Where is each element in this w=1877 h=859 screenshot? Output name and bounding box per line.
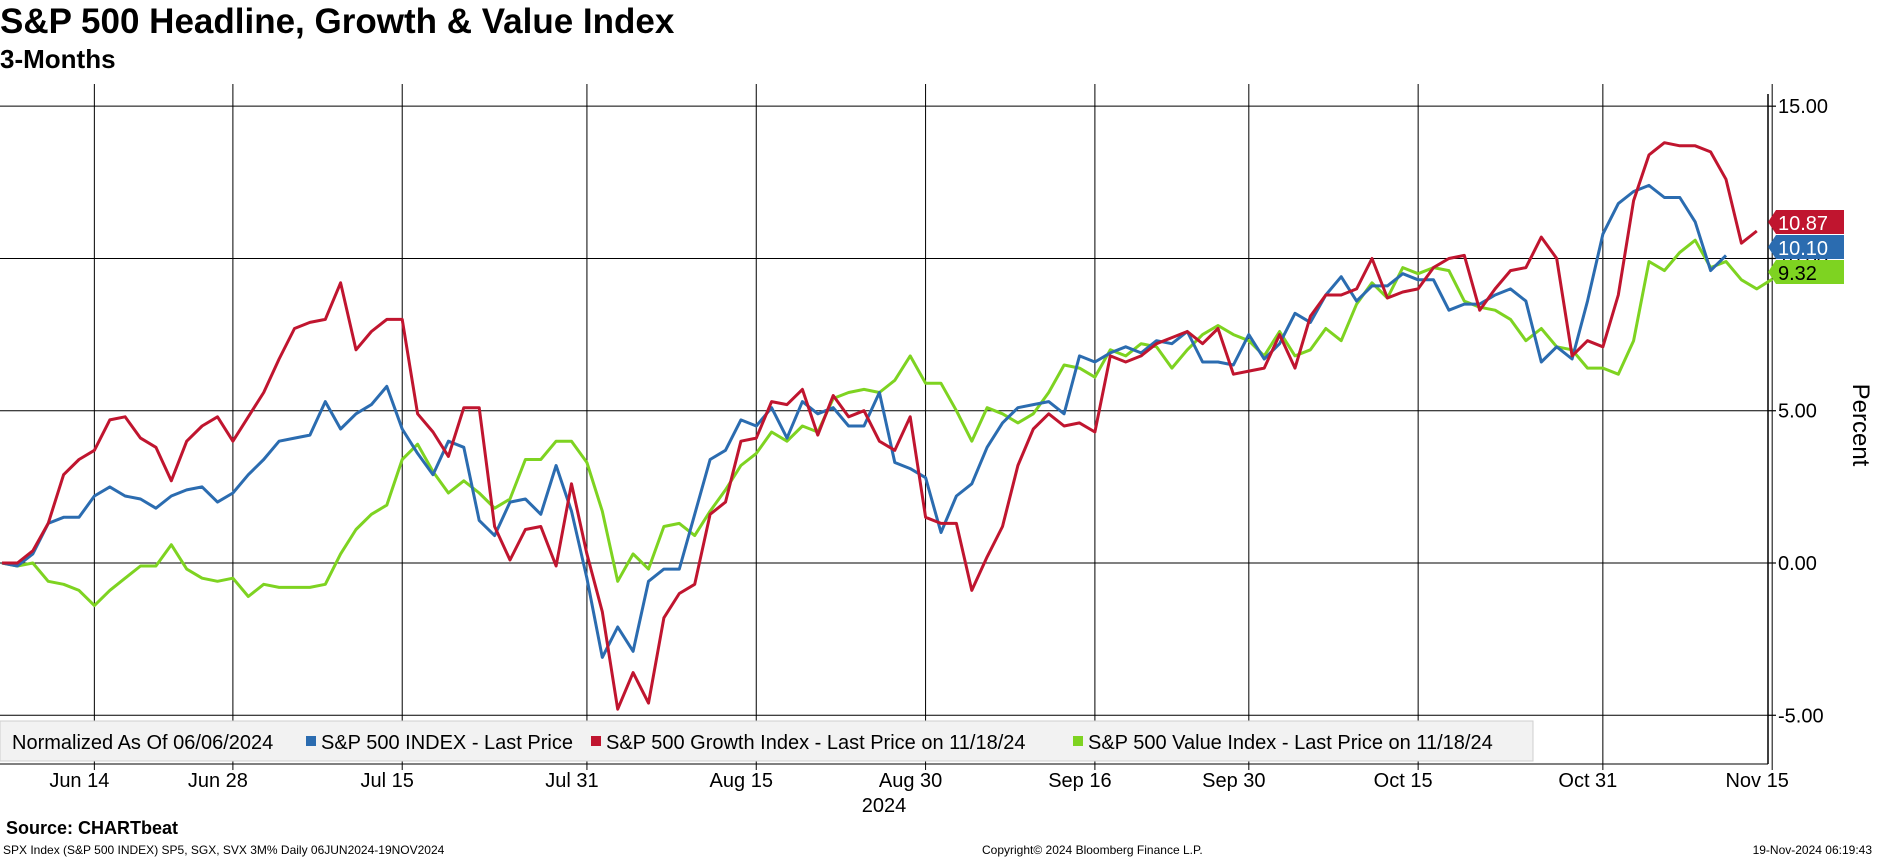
last-value-badge — [1768, 235, 1844, 259]
x-tick-label: Sep 30 — [1202, 770, 1265, 792]
x-axis-year-label: 2024 — [862, 795, 907, 817]
x-tick-label: Jun 14 — [49, 770, 109, 792]
legend-swatch — [591, 736, 601, 746]
y-axis-label: Percent — [1847, 384, 1874, 467]
x-tick-label: Nov 15 — [1725, 770, 1788, 792]
last-value-label: 9.32 — [1778, 263, 1817, 285]
legend-item: S&P 500 Value Index - Last Price on 11/1… — [1088, 732, 1493, 754]
last-value-label: 10.87 — [1778, 213, 1828, 235]
y-tick-label: -5.00 — [1778, 705, 1824, 727]
last-value-badge — [1768, 260, 1844, 284]
legend-box — [0, 720, 1534, 762]
series-info: SPX Index (S&P 500 INDEX) SP5, SGX, SVX … — [3, 843, 445, 857]
legend-prefix: Normalized As Of 06/06/2024 — [12, 732, 273, 754]
legend-swatch — [306, 736, 316, 746]
y-tick-label: 5.00 — [1778, 401, 1817, 423]
x-tick-label: Sep 16 — [1048, 770, 1111, 792]
x-tick-label: Aug 30 — [879, 770, 942, 792]
x-tick-label: Oct 31 — [1558, 770, 1617, 792]
last-value-label: 10.10 — [1778, 238, 1828, 260]
series-lines — [1, 141, 1773, 711]
x-tick-label: Aug 15 — [710, 770, 773, 792]
last-value-labels: 10.10 10.87 9.32 — [1768, 210, 1844, 285]
legend-item: S&P 500 Growth Index - Last Price on 11/… — [606, 732, 1026, 754]
x-tick-label: Jul 15 — [361, 770, 414, 792]
legend-swatch — [1073, 736, 1083, 746]
source-note: Source: CHARTbeat — [6, 818, 179, 838]
legend: Normalized As Of 06/06/2024 S&P 500 INDEX… — [0, 720, 1534, 762]
chart-subtitle: 3-Months — [0, 44, 116, 74]
x-tick-label: Jul 31 — [545, 770, 598, 792]
series-line-s-p-500-index — [1, 183, 1728, 659]
x-tick-label: Oct 15 — [1374, 770, 1433, 792]
timestamp: 19-Nov-2024 06:19:43 — [1752, 843, 1872, 857]
legend-item: S&P 500 INDEX - Last Price — [321, 732, 573, 754]
copyright: Copyright© 2024 Bloomberg Finance L.P. — [982, 843, 1203, 857]
chart-title: S&P 500 Headline, Growth & Value Index — [0, 2, 675, 41]
x-axis: Jun 14 Jun 28 Jul 15 Jul 31 Aug 15 Aug 30 Sep … — [49, 764, 1789, 792]
x-tick-label: Jun 28 — [188, 770, 248, 792]
y-tick-label: 0.00 — [1778, 553, 1817, 575]
y-tick-label: 15.00 — [1778, 96, 1828, 118]
plot-area — [0, 94, 1768, 764]
last-value-badge — [1768, 210, 1844, 234]
series-line-s-p-500-growth-index — [2, 141, 1758, 711]
